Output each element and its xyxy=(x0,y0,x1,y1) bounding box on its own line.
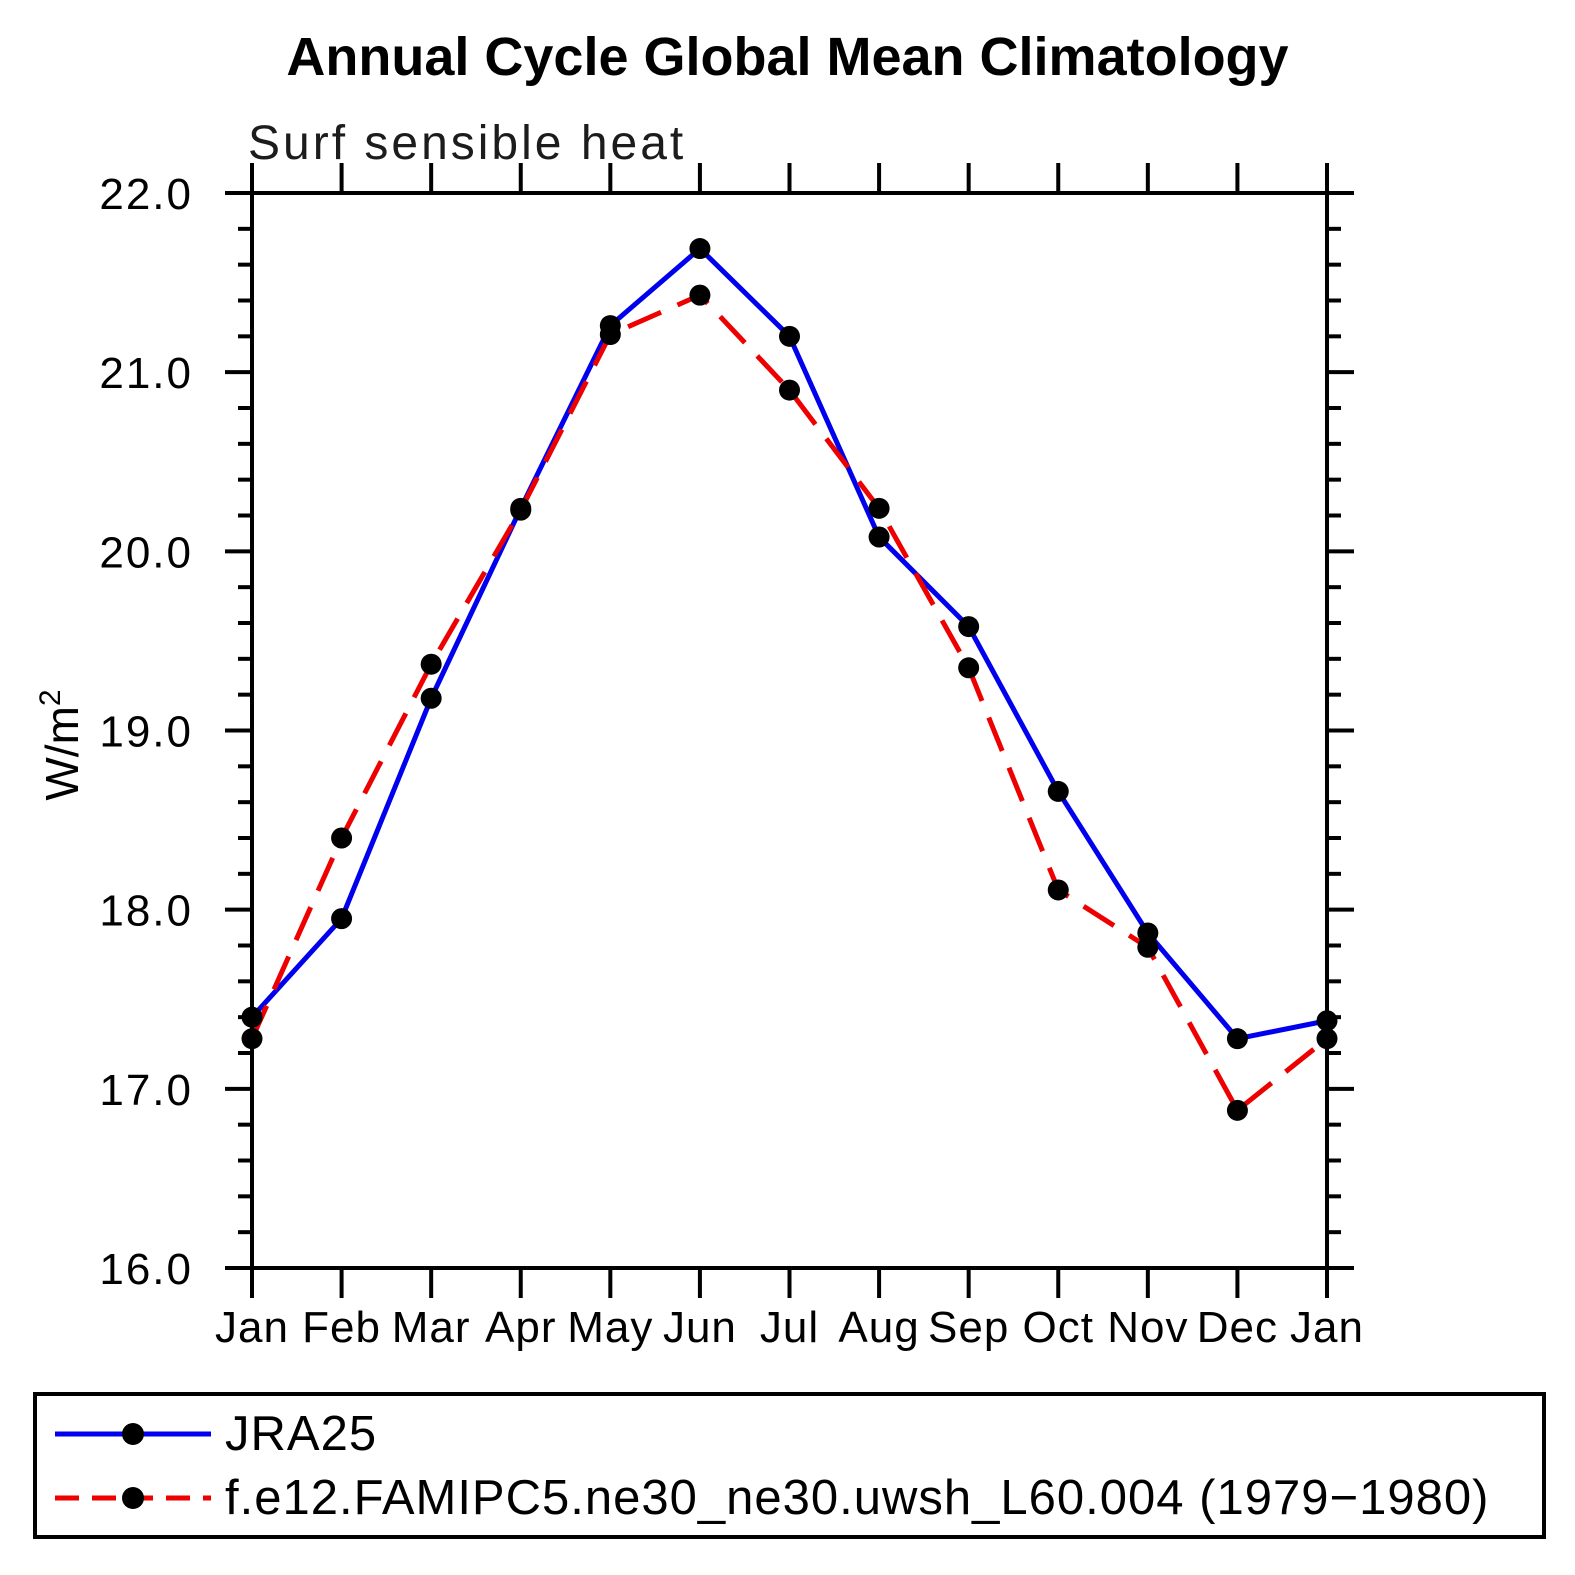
x-tick-label: Aug xyxy=(838,1303,919,1352)
x-tick-label: Feb xyxy=(302,1303,381,1352)
data-point-marker xyxy=(420,653,442,675)
data-point-marker xyxy=(779,325,800,347)
data-point-marker xyxy=(1047,879,1069,901)
data-point-marker xyxy=(868,526,890,548)
data-point-marker xyxy=(331,908,353,930)
data-point-marker xyxy=(1316,1028,1338,1050)
x-tick-label: Nov xyxy=(1107,1303,1188,1352)
y-tick-label: 21.0 xyxy=(99,349,193,398)
data-point-marker xyxy=(241,1006,263,1028)
y-tick-label: 18.0 xyxy=(99,887,193,936)
x-tick-label: Jul xyxy=(760,1303,819,1352)
x-tick-label: Oct xyxy=(1023,1303,1094,1352)
data-point-marker xyxy=(510,499,532,521)
legend-label-model: f.e12.FAMIPC5.ne30_ne30.uwsh_L60.004 (19… xyxy=(225,1470,1490,1525)
data-point-marker xyxy=(241,1028,263,1050)
chart-canvas: 16.0 17.0 18.0 19.0 20.0 21.0 22.0 Jan Feb Mar Apr… xyxy=(34,163,1364,1352)
data-point-marker xyxy=(599,324,621,346)
data-point-marker xyxy=(958,616,980,638)
x-tick-label: Apr xyxy=(485,1303,556,1352)
chart-subtitle: Surf sensible heat xyxy=(248,117,687,170)
data-point-marker xyxy=(331,827,353,849)
data-point-marker xyxy=(779,379,800,401)
y-tick-label: 20.0 xyxy=(99,528,193,577)
x-tick-label: Jun xyxy=(663,1303,737,1352)
legend-box: JRA25 f.e12.FAMIPC5.ne30_ne30.uwsh_L60.0… xyxy=(33,1392,1546,1539)
series-line-0 xyxy=(250,246,1328,1042)
legend-item-jra25: JRA25 xyxy=(37,1402,1542,1466)
x-tick-label: May xyxy=(567,1303,653,1352)
legend-label-jra25: JRA25 xyxy=(225,1406,378,1461)
x-tick-label: Jan xyxy=(215,1303,289,1352)
data-point-marker xyxy=(1047,780,1069,802)
data-point-marker xyxy=(689,238,711,260)
x-tick-label: Dec xyxy=(1197,1303,1278,1352)
data-point-marker xyxy=(1226,1099,1248,1121)
legend-key-solid-line-icon xyxy=(55,1422,211,1445)
legend-item-model: f.e12.FAMIPC5.ne30_ne30.uwsh_L60.004 (19… xyxy=(37,1466,1542,1530)
y-tick-label: 17.0 xyxy=(99,1066,193,1115)
legend-key-dashed-line-icon xyxy=(55,1486,211,1509)
series-line-1 xyxy=(249,292,1329,1113)
data-point-marker xyxy=(1316,1010,1338,1032)
x-tick-label: Jan xyxy=(1290,1303,1364,1352)
y-tick-label: 19.0 xyxy=(99,708,193,757)
data-point-marker xyxy=(1137,936,1159,958)
x-tick-label: Sep xyxy=(928,1303,1009,1352)
data-point-marker xyxy=(420,687,442,709)
chart-title: Annual Cycle Global Mean Climatology xyxy=(286,27,1289,87)
data-point-marker xyxy=(958,657,980,679)
data-point-marker xyxy=(689,284,711,306)
data-point-marker xyxy=(1226,1028,1248,1050)
y-axis-label: W/m2 xyxy=(34,689,88,800)
data-point-marker xyxy=(868,497,890,519)
x-tick-label: Mar xyxy=(392,1303,471,1352)
y-tick-label: 16.0 xyxy=(99,1245,193,1294)
y-tick-label: 22.0 xyxy=(99,170,193,219)
